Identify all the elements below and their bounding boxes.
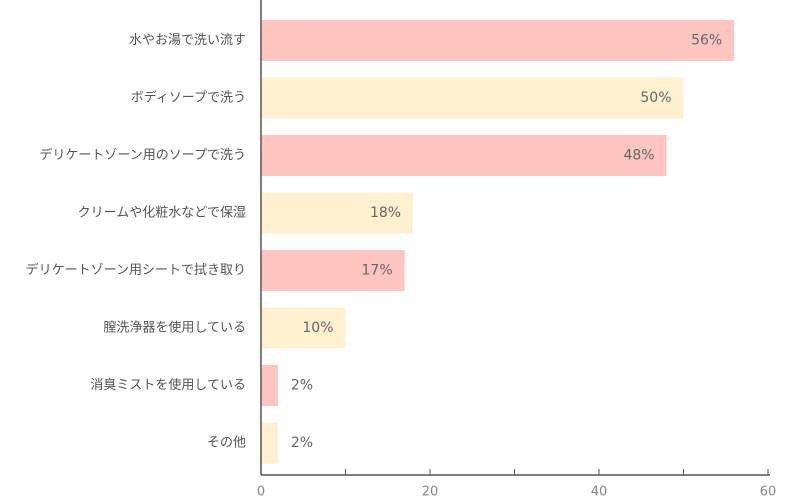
value-label-7: 2% bbox=[291, 435, 313, 451]
value-label-0: 56% bbox=[691, 33, 722, 49]
bar-2 bbox=[261, 135, 667, 176]
value-label-3: 18% bbox=[370, 205, 401, 221]
bar-0 bbox=[261, 20, 735, 61]
x-tick-label-0: 0 bbox=[257, 485, 265, 500]
category-label-0: 水やお湯で洗い流す bbox=[129, 33, 246, 48]
value-label-5: 10% bbox=[302, 320, 333, 336]
category-label-1: ボディソープで洗う bbox=[131, 90, 246, 106]
category-label-4: デリケートゾーン用シートで拭き取り bbox=[26, 262, 246, 278]
bar-7 bbox=[261, 422, 278, 464]
x-tick-label-2: 40 bbox=[591, 485, 608, 500]
category-label-5: 膣洗浄器を使用している bbox=[103, 320, 246, 336]
bar-1 bbox=[261, 77, 684, 119]
x-tick-label-3: 60 bbox=[760, 485, 777, 500]
x-tick-label-1: 20 bbox=[422, 485, 439, 500]
value-label-6: 2% bbox=[291, 378, 313, 394]
value-label-1: 50% bbox=[640, 90, 671, 106]
bar-4 bbox=[261, 250, 405, 291]
bar-6 bbox=[261, 365, 278, 406]
axis-layer: 0 20 40 60 bbox=[257, 0, 776, 500]
category-label-3: クリームや化粧水などで保湿 bbox=[78, 206, 246, 221]
bars-layer bbox=[261, 20, 735, 464]
value-label-4: 17% bbox=[362, 263, 393, 279]
category-label-6: 消臭ミストを使用している bbox=[90, 377, 246, 393]
labels-layer: 水やお湯で洗い流す 56% ボディソープで洗う 50% デリケートゾーン用のソープで洗う… bbox=[26, 33, 723, 452]
value-label-2: 48% bbox=[623, 148, 654, 164]
bar-3 bbox=[261, 192, 414, 234]
bar-5 bbox=[261, 307, 346, 349]
category-label-7: その他 bbox=[207, 436, 246, 451]
category-label-2: デリケートゾーン用のソープで洗う bbox=[39, 147, 246, 163]
